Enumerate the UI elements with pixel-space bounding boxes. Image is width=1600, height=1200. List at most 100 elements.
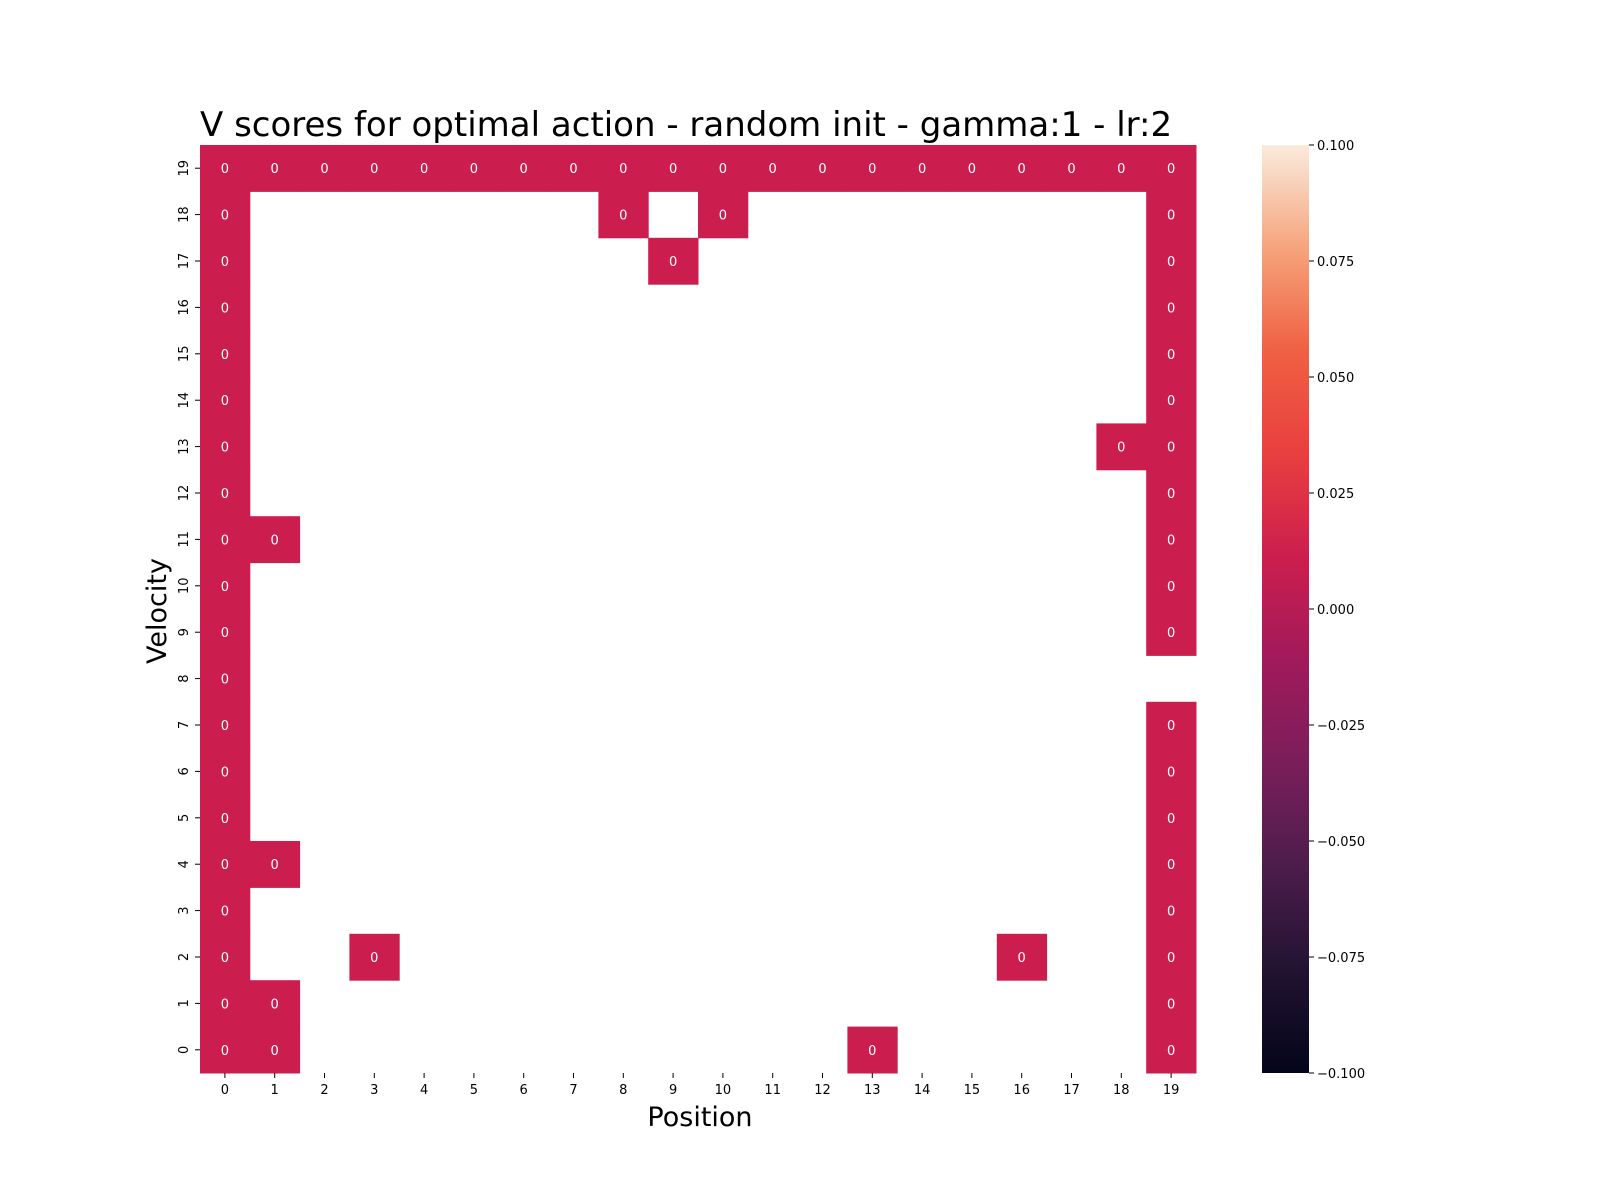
cell-label: 0 [420,162,428,177]
x-tick-label: 19 [1163,1083,1180,1098]
cell-label: 0 [1018,951,1026,966]
colorbar [1262,145,1309,1073]
heatmap-cell [1146,423,1197,471]
y-tick-label: 0 [177,1046,192,1054]
x-tick-label: 14 [914,1083,931,1098]
cell-label: 0 [221,905,229,920]
cell-label: 0 [1167,1044,1175,1059]
cell-label: 0 [1167,626,1175,641]
heatmap-cell [996,145,1048,192]
heatmap-cell [548,145,599,192]
y-tick-label: 11 [177,531,192,548]
heatmap-cell [200,284,251,332]
heatmap-cell [1146,330,1197,378]
cell-label: 0 [221,209,229,224]
cell-label: 0 [1067,162,1075,177]
cell-label: 0 [1167,765,1175,780]
heatmap-cell [598,191,649,239]
y-tick-label: 18 [177,206,192,223]
heatmap-cell [1146,237,1197,285]
heatmap-cell [299,145,350,192]
x-tick-label: 0 [221,1083,229,1098]
heatmap-cell [1146,841,1197,888]
colorbar-tick-label: 0.025 [1317,487,1354,502]
cell-label: 0 [918,162,926,177]
y-tick-label: 12 [177,485,192,502]
cell-label: 0 [968,162,976,177]
x-tick-label: 13 [864,1083,881,1098]
cell-label: 0 [569,162,577,177]
x-tick-label: 2 [320,1083,328,1098]
cell-label: 0 [221,673,229,688]
cell-label: 0 [271,1044,279,1059]
cell-label: 0 [868,162,876,177]
colorbar-tick-label: 0.075 [1317,255,1354,270]
y-tick-label: 1 [177,999,192,1007]
cell-label: 0 [221,487,229,502]
cell-label: 0 [221,858,229,873]
cell-label: 0 [221,1044,229,1059]
cell-label: 0 [221,580,229,595]
y-tick-label: 9 [177,628,192,636]
x-tick-label: 16 [1013,1083,1030,1098]
x-tick-label: 15 [964,1083,981,1098]
heatmap-cell [847,1026,898,1074]
cell-label: 0 [1167,487,1175,502]
heatmap-cell [1096,145,1147,192]
y-tick-label: 7 [177,721,192,729]
cell-label: 0 [1167,255,1175,270]
colorbar-tick-label: −0.100 [1317,1067,1365,1082]
heatmap-cell [1146,284,1197,332]
cell-label: 0 [1167,348,1175,363]
heatmap-cell [797,145,848,192]
heatmap-cell [747,145,799,192]
cell-label: 0 [818,162,826,177]
heatmap-cell [1146,701,1197,749]
cell-label: 0 [1117,441,1125,456]
heatmap-cell [249,516,301,564]
x-tick-label: 5 [470,1083,478,1098]
heatmap-cell [249,145,301,192]
heatmap-cell [847,145,898,192]
y-tick-label: 5 [177,814,192,822]
x-tick-label: 7 [569,1083,577,1098]
cell-label: 0 [221,765,229,780]
heatmap-cell [1146,933,1197,981]
colorbar-tick-label: 0.100 [1317,139,1354,154]
y-tick-label: 8 [177,674,192,682]
y-axis-label: Velocity [142,558,173,664]
heatmap-cell [249,841,301,888]
heatmap-cell [200,794,251,842]
heatmap-cell [249,980,301,1028]
heatmap-cell [698,191,749,239]
heatmap-cell [200,191,251,239]
heatmap-cell [1146,191,1197,239]
x-tick-label: 11 [764,1083,781,1098]
colorbar-tick-label: 0.000 [1317,603,1354,618]
x-tick-label: 18 [1113,1083,1130,1098]
cell-label: 0 [1167,441,1175,456]
heatmap-cell [200,655,251,703]
cell-label: 0 [669,162,677,177]
cell-label: 0 [1167,301,1175,316]
cell-label: 0 [1167,209,1175,224]
cell-label: 0 [1167,997,1175,1012]
heatmap-cell [200,1026,251,1074]
heatmap-cell [349,933,400,981]
heatmap-cell [498,145,550,192]
cell-label: 0 [370,951,378,966]
y-tick-label: 4 [177,860,192,868]
heatmap-cell [1146,562,1197,610]
heatmap-cell [996,933,1048,981]
cell-label: 0 [470,162,478,177]
y-tick-label: 19 [177,160,192,177]
cell-label: 0 [271,997,279,1012]
heatmap-cell [200,423,251,471]
x-axis-label: Position [647,1102,752,1133]
heatmap-cell [698,145,749,192]
heatmap-cell [1146,145,1197,192]
heatmap-cell [648,237,699,285]
cell-label: 0 [370,162,378,177]
cell-label: 0 [221,162,229,177]
